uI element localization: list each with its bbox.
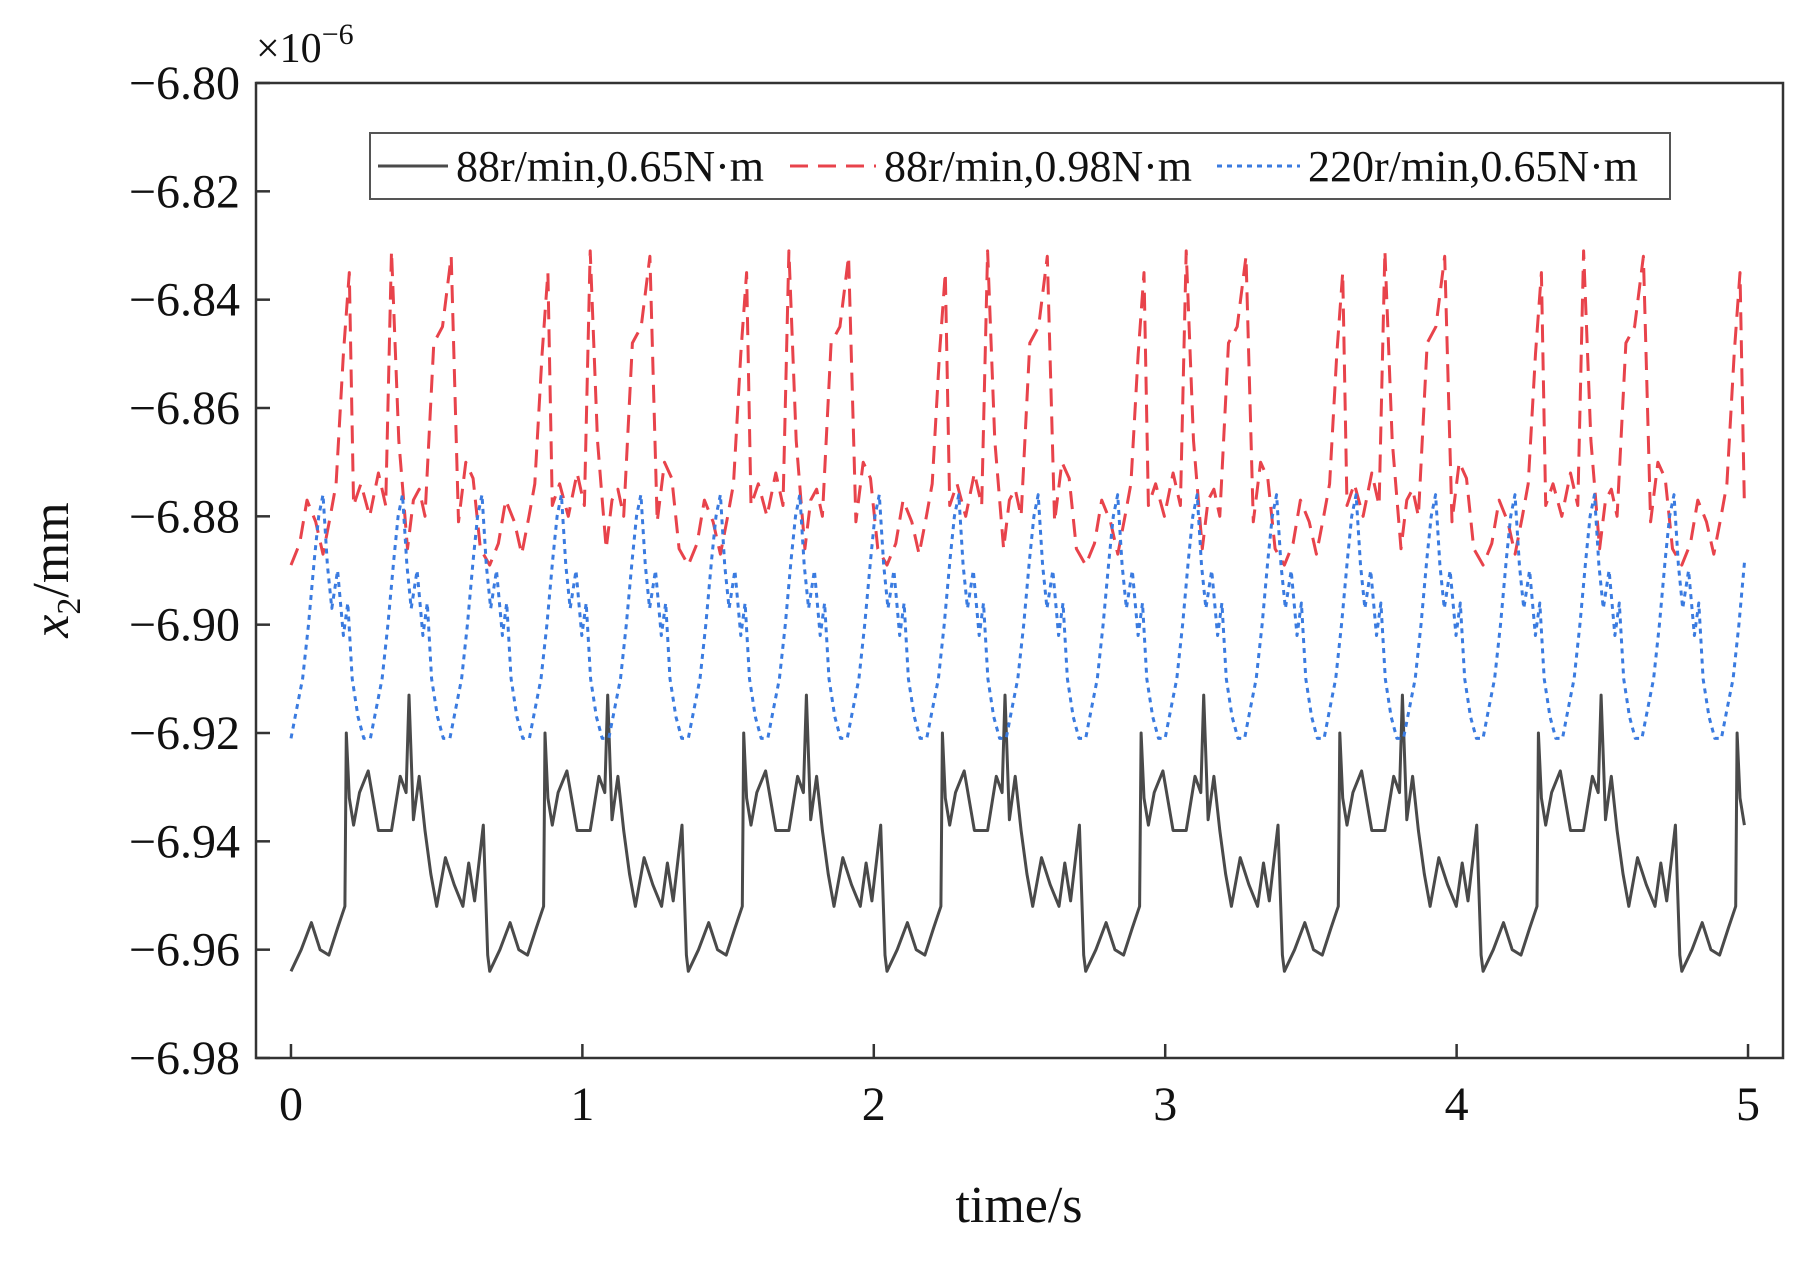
legend-box xyxy=(369,132,1671,200)
tick-layer: 0 1 2 3 4 5 −6.80 −6.82 −6.84 −6.86 −6.88 −6.90 −6.9… xyxy=(129,57,1760,1131)
legend-label-series-3: 220r/min,0.65N·m xyxy=(1308,142,1638,191)
y-axis-unit: /mm xyxy=(23,502,80,597)
series-line-1 xyxy=(289,693,1746,973)
series-line-3 xyxy=(289,493,1747,740)
x-tick-label: 1 xyxy=(570,1078,594,1131)
plot-area-frame xyxy=(254,81,1785,1060)
y-multiplier-label: ×10−6 xyxy=(256,18,354,72)
x-tick-label: 2 xyxy=(862,1078,886,1131)
y-multiplier-exponent: −6 xyxy=(322,18,354,51)
y-tick-label: −6.88 xyxy=(129,490,240,543)
y-tick-label: −6.96 xyxy=(129,924,240,977)
legend-label-series-1: 88r/min,0.65N·m xyxy=(456,142,764,191)
y-tick-label: −6.98 xyxy=(129,1032,240,1085)
x-tick-label: 5 xyxy=(1736,1078,1760,1131)
y-axis-title: x2/mm xyxy=(23,502,88,638)
y-tick-label: −6.90 xyxy=(129,599,240,652)
legend: 88r/min,0.65N·m 88r/min,0.98N·m 220r/min… xyxy=(369,132,1671,200)
x-tick-label: 0 xyxy=(279,1078,303,1131)
x-tick-label: 4 xyxy=(1445,1078,1469,1131)
series-line-2 xyxy=(289,249,1746,567)
y-tick-label: −6.80 xyxy=(129,57,240,110)
y-axis-variable: x xyxy=(23,615,80,639)
y-multiplier-base: ×10 xyxy=(256,26,322,72)
y-axis-subscript: 2 xyxy=(51,598,88,615)
y-tick-label: −6.86 xyxy=(129,382,240,435)
y-tick-label: −6.84 xyxy=(129,274,240,327)
x-tick-label: 3 xyxy=(1153,1078,1177,1131)
y-tick-label: −6.82 xyxy=(129,165,240,218)
y-tick-label: −6.94 xyxy=(129,815,240,868)
x-axis-title: time/s xyxy=(955,1177,1082,1234)
legend-label-series-2: 88r/min,0.98N·m xyxy=(884,142,1192,191)
y-tick-label: −6.92 xyxy=(129,707,240,760)
series-layer xyxy=(289,249,1747,973)
